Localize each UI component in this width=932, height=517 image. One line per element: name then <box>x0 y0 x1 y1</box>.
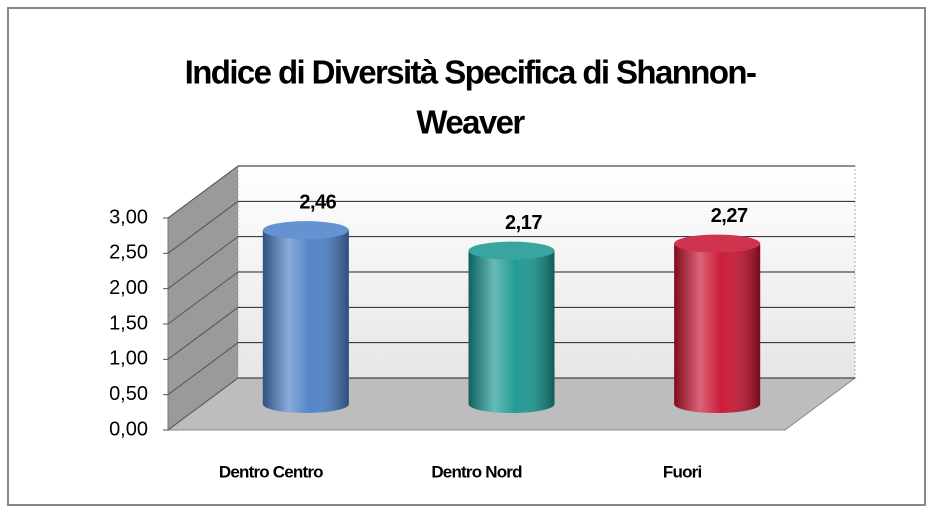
value-label: 2,46 <box>299 191 336 213</box>
x-tick-label: Fuori <box>663 462 702 481</box>
x-tick-label: Dentro Nord <box>431 462 522 481</box>
bar-shade <box>468 250 555 413</box>
bar-top <box>674 234 761 253</box>
y-tick-label: 1,50 <box>109 312 148 334</box>
bar-top-shade <box>674 234 761 253</box>
grid-line <box>167 306 239 360</box>
value-label: 2,17 <box>505 212 542 234</box>
value-label: 2,27 <box>711 205 748 227</box>
grid-line <box>167 342 239 396</box>
y-tick-label: 2,50 <box>109 242 148 264</box>
y-tick-label: 2,00 <box>109 277 148 299</box>
chart-title: Indice di Diversità Specifica di Shannon… <box>185 54 756 91</box>
bar-top-shade <box>468 241 555 260</box>
y-tick-label: 1,00 <box>109 348 148 370</box>
y-tick-label: 0,50 <box>109 383 148 405</box>
bar-top <box>262 221 349 240</box>
bar-shade <box>262 230 349 413</box>
grid-line <box>167 165 239 219</box>
x-tick-label: Dentro Centro <box>219 462 323 481</box>
chart-title: Weaver <box>416 104 525 141</box>
grid-line <box>167 236 239 290</box>
grid-line <box>167 377 239 431</box>
grid-line <box>167 271 239 325</box>
grid-line <box>167 200 239 254</box>
bar-top <box>468 241 555 260</box>
bar-shade <box>674 243 761 413</box>
bar-top-shade <box>262 221 349 240</box>
y-tick-label: 3,00 <box>109 206 148 228</box>
y-tick-label: 0,00 <box>109 418 148 440</box>
